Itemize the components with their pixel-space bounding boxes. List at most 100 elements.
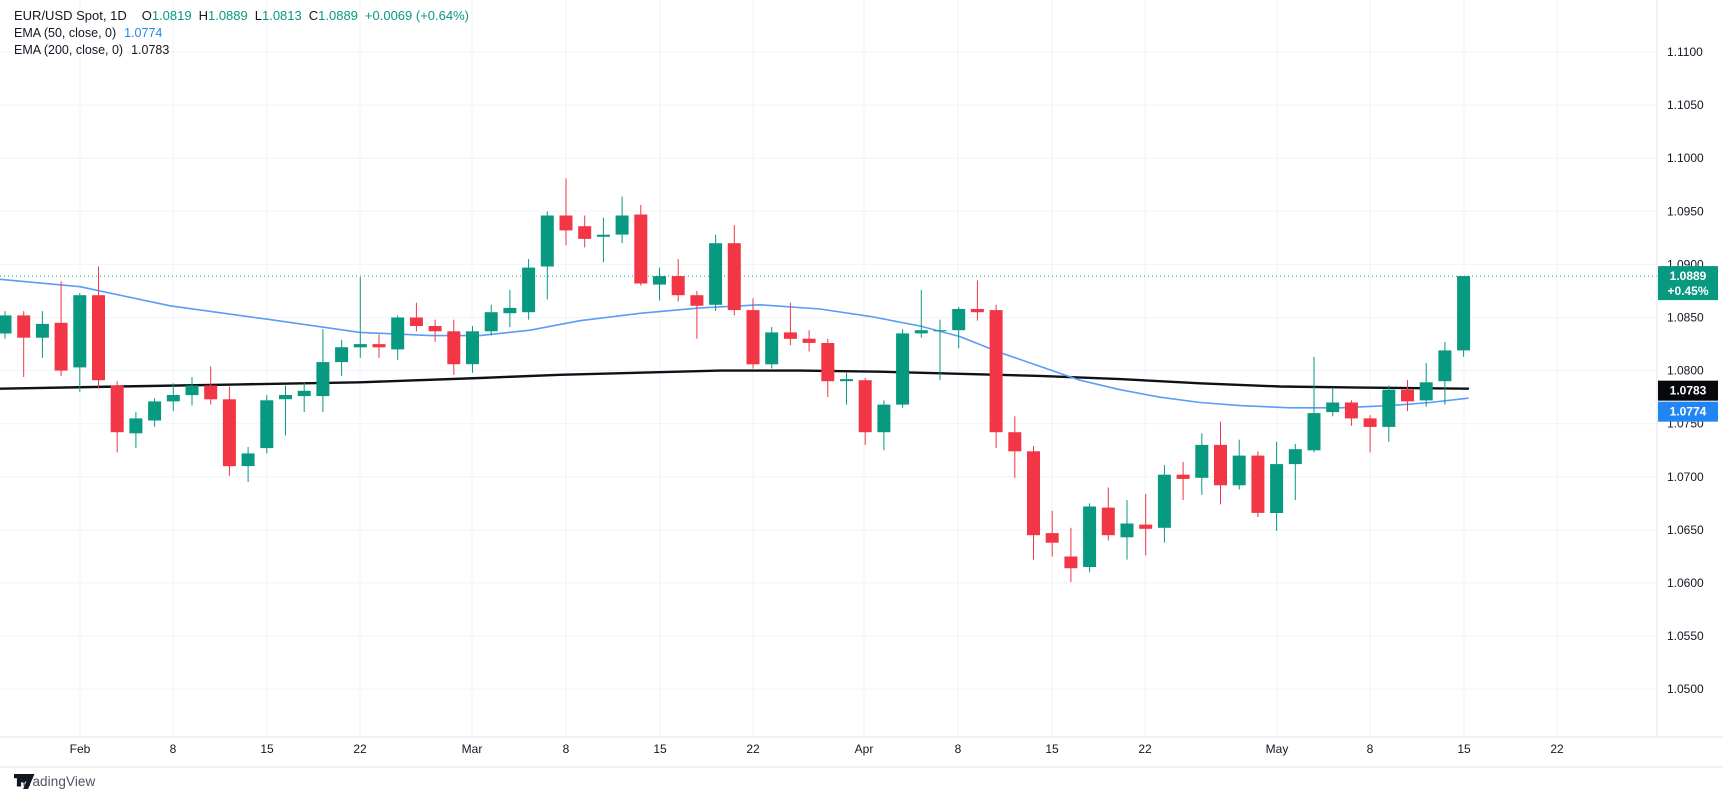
candle[interactable] [540, 211, 554, 300]
candle[interactable] [1382, 385, 1396, 442]
ema200-badge: 1.0783 [1658, 380, 1718, 401]
candle[interactable] [185, 376, 199, 406]
candle[interactable] [92, 266, 105, 389]
price-axis-label: 1.1050 [1667, 98, 1704, 112]
candle[interactable] [466, 325, 479, 373]
candle[interactable] [260, 395, 274, 454]
candle[interactable] [1401, 380, 1414, 411]
candle[interactable] [970, 280, 984, 321]
legend-ema50-row[interactable]: EMA (50, close, 0) 1.0774 [14, 26, 469, 40]
candle[interactable] [129, 412, 143, 449]
candle[interactable] [1307, 356, 1321, 453]
candle[interactable] [1157, 465, 1171, 543]
candle[interactable] [1363, 415, 1377, 453]
candle[interactable] [727, 225, 741, 316]
candle[interactable] [297, 382, 311, 413]
candle[interactable] [35, 311, 49, 358]
candle[interactable] [409, 302, 423, 332]
candle[interactable] [428, 319, 442, 342]
candle[interactable] [0, 311, 12, 339]
candle[interactable] [279, 385, 292, 436]
candle[interactable] [914, 289, 928, 338]
candle[interactable] [110, 381, 124, 453]
candle[interactable] [316, 329, 330, 413]
candle[interactable] [783, 302, 797, 346]
candle[interactable] [54, 281, 68, 376]
candle[interactable] [335, 339, 349, 376]
candle[interactable] [1326, 387, 1340, 417]
candle[interactable] [1251, 451, 1265, 518]
candle[interactable] [1101, 487, 1115, 541]
candle[interactable] [1419, 363, 1433, 407]
candle[interactable] [802, 330, 816, 352]
candle[interactable] [821, 338, 835, 398]
candle[interactable] [596, 217, 610, 263]
candle[interactable] [17, 311, 31, 377]
tradingview-logo-icon [14, 774, 35, 789]
legend-symbol-row[interactable]: EUR/USD Spot, 1D O1.0819 H1.0889 L1.0813 C1.… [14, 8, 469, 23]
symbol-title[interactable]: EUR/USD Spot, 1D [14, 8, 127, 23]
candle[interactable] [709, 234, 723, 312]
candle[interactable] [1344, 400, 1358, 426]
candle[interactable] [503, 289, 517, 328]
candle[interactable] [559, 178, 573, 246]
candle[interactable] [952, 306, 966, 349]
tradingview-logo[interactable]: TradingView [14, 774, 95, 789]
time-axis-label: 22 [1550, 742, 1564, 756]
candle[interactable] [653, 267, 666, 301]
time-axis-label: 22 [353, 742, 367, 756]
tradingview-logo-text: TradingView [20, 774, 96, 789]
candle[interactable] [858, 378, 872, 445]
candle[interactable] [1008, 416, 1022, 478]
candle[interactable] [896, 329, 910, 408]
candle[interactable] [671, 259, 685, 302]
candle[interactable] [989, 304, 1003, 449]
candle[interactable] [1120, 500, 1134, 560]
candle[interactable] [447, 319, 461, 375]
candle[interactable] [1270, 441, 1284, 531]
candle[interactable] [578, 215, 592, 248]
candle[interactable] [148, 398, 162, 427]
low-value: 1.0813 [261, 8, 302, 23]
price-axis-label: 1.1100 [1667, 45, 1703, 59]
candle[interactable] [634, 204, 648, 286]
candle[interactable] [1232, 439, 1246, 490]
candle[interactable] [372, 334, 386, 358]
candle[interactable] [484, 304, 498, 336]
candle[interactable] [1176, 461, 1190, 501]
candle[interactable] [840, 372, 853, 405]
time-axis-label: 8 [955, 742, 962, 756]
candle[interactable] [765, 327, 779, 369]
candle[interactable] [391, 315, 405, 360]
candle[interactable] [241, 447, 255, 483]
candle[interactable] [1195, 433, 1209, 495]
candle[interactable] [1027, 446, 1040, 560]
candle[interactable] [746, 298, 760, 369]
candle[interactable] [1083, 503, 1097, 573]
candle[interactable] [1214, 421, 1227, 505]
candle[interactable] [1438, 341, 1452, 405]
legend-ema200-row[interactable]: EMA (200, close, 0) 1.0783 [14, 43, 469, 57]
candle[interactable] [353, 277, 367, 358]
time-axis-label: May [1266, 742, 1289, 756]
price-axis-label: 1.0850 [1667, 311, 1704, 325]
candle[interactable] [1288, 443, 1302, 501]
candle[interactable] [522, 259, 536, 320]
candles-layer[interactable] [0, 178, 1471, 582]
candle[interactable] [1457, 276, 1471, 357]
candle[interactable] [73, 293, 87, 392]
candle[interactable] [615, 196, 629, 244]
candle[interactable] [933, 319, 947, 381]
candle[interactable] [690, 290, 704, 339]
candle[interactable] [1045, 510, 1059, 557]
candle[interactable] [1064, 527, 1078, 582]
candle[interactable] [1139, 493, 1153, 556]
candle[interactable] [204, 366, 218, 405]
time-axis[interactable]: Feb 8 15 22 Mar 8 15 22 Apr 8 15 22 May 8 15 22 [70, 742, 1564, 756]
price-axis[interactable]: 1.11001.10501.10001.09501.09001.08501.08… [1667, 45, 1704, 696]
candle[interactable] [877, 400, 891, 451]
candle[interactable] [166, 383, 180, 411]
svg-text:1.0783: 1.0783 [1670, 384, 1707, 398]
candle[interactable] [222, 386, 236, 476]
